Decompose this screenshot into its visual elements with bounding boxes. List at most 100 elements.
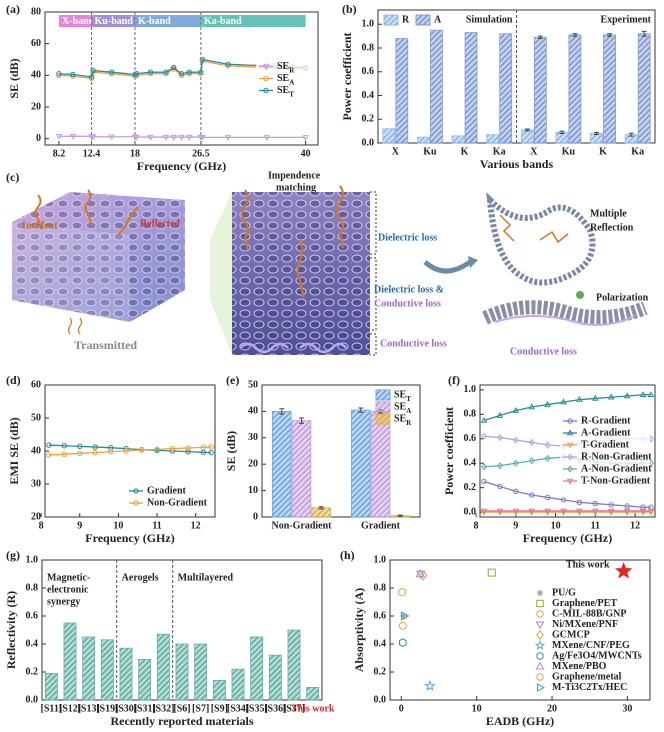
marker bbox=[614, 561, 633, 579]
panel-label: (e) bbox=[226, 373, 239, 387]
bar bbox=[82, 636, 96, 701]
bar bbox=[637, 33, 651, 144]
y-tick-label: 0.0 bbox=[374, 694, 387, 705]
marker bbox=[70, 71, 76, 78]
dipole bbox=[576, 291, 584, 299]
marker bbox=[88, 74, 95, 80]
marker bbox=[512, 459, 519, 467]
panel-label: (h) bbox=[340, 548, 355, 562]
legend-subscript: R bbox=[289, 66, 295, 74]
panel-label: (a) bbox=[6, 2, 20, 16]
x-tick-label: 12.4 bbox=[83, 148, 101, 159]
bar bbox=[451, 135, 465, 144]
marker bbox=[544, 508, 551, 515]
marker bbox=[169, 445, 176, 452]
band-label: K-band bbox=[138, 16, 171, 27]
x-tick-label: 10 bbox=[113, 520, 123, 531]
legend-bg bbox=[560, 413, 650, 489]
y-tick-label: 1.0 bbox=[464, 384, 477, 395]
marker bbox=[185, 445, 191, 451]
marker bbox=[90, 67, 96, 74]
marker bbox=[481, 463, 487, 471]
marker bbox=[401, 611, 410, 621]
x-tick-label: 11 bbox=[591, 520, 600, 531]
marker bbox=[56, 72, 62, 79]
bar bbox=[156, 633, 170, 701]
marker bbox=[208, 444, 214, 450]
x-tick-label: 12 bbox=[191, 520, 201, 531]
panel-label: (d) bbox=[6, 373, 21, 387]
bar bbox=[250, 636, 264, 701]
arrow bbox=[423, 259, 472, 274]
marker bbox=[147, 69, 154, 75]
polarization-label: Polarization bbox=[596, 292, 649, 303]
y-tick-label: 30 bbox=[248, 432, 258, 443]
group-label: synergy bbox=[47, 596, 80, 607]
marker bbox=[560, 398, 567, 405]
x-tick-label: X bbox=[530, 146, 538, 157]
series-line bbox=[483, 394, 652, 422]
legend-label: Graphene/PET bbox=[552, 598, 617, 609]
marker bbox=[107, 448, 114, 455]
marker bbox=[398, 621, 407, 630]
legend-subscript: A bbox=[289, 78, 294, 86]
bar bbox=[603, 34, 616, 144]
legend-swatch bbox=[383, 14, 399, 26]
x-tick-label: Ku bbox=[562, 146, 576, 157]
error-bar bbox=[358, 407, 364, 413]
y-tick-label: 0.0 bbox=[464, 506, 477, 517]
y-tick-label: 0.6 bbox=[26, 610, 39, 621]
marker bbox=[480, 416, 488, 423]
panel-label: (g) bbox=[6, 548, 20, 562]
y-tick-label: 0 bbox=[253, 511, 258, 522]
bar bbox=[287, 629, 301, 701]
marker bbox=[263, 75, 269, 82]
bar bbox=[100, 639, 114, 701]
x-tick-label: 9 bbox=[77, 520, 82, 531]
y-tick-label: 0.6 bbox=[374, 610, 387, 621]
x-tick-label: Gradient bbox=[361, 520, 401, 531]
marker bbox=[263, 135, 271, 142]
marker bbox=[536, 599, 544, 608]
bar bbox=[382, 128, 396, 144]
y-tick-label: 0.8 bbox=[374, 582, 387, 593]
marker bbox=[576, 395, 583, 402]
y-tick-label: 0.8 bbox=[464, 409, 477, 420]
legend-label: Non-Gradient bbox=[147, 497, 208, 508]
chart: (h) 0.0 0.2 0.4 0.6 0.8 1.0 0 10 20 30 EADB (GHz) Ab… bbox=[340, 548, 651, 728]
bar bbox=[194, 643, 208, 701]
arrow-head bbox=[468, 256, 478, 268]
marker bbox=[528, 508, 535, 515]
marker bbox=[623, 392, 631, 399]
marker bbox=[528, 438, 535, 447]
marker bbox=[69, 134, 77, 140]
x-tick-label: 20 bbox=[547, 703, 557, 714]
x-tick-label: 11 bbox=[152, 520, 161, 531]
x-tick-label: 8.2 bbox=[53, 148, 66, 159]
error-bar bbox=[594, 132, 600, 135]
x-tick-label: Non-Gradient bbox=[272, 520, 333, 531]
error-bar bbox=[537, 35, 543, 39]
chart: (b)0.00.20.40.60.81.0X Ku K Ka X Ku K KaVarious… bbox=[340, 2, 656, 171]
marker bbox=[647, 391, 655, 398]
impedance-label: matching bbox=[276, 182, 316, 193]
y-tick-label: 40 bbox=[248, 406, 258, 417]
marker bbox=[496, 411, 504, 418]
x-tick-label: [S12] bbox=[59, 703, 81, 714]
legend-label: R bbox=[402, 14, 410, 25]
x-tick-label: 8 bbox=[39, 520, 44, 531]
band-label: Ka-band bbox=[204, 16, 242, 27]
x-tick-label: [S6] bbox=[173, 703, 190, 714]
bar bbox=[520, 129, 534, 144]
marker bbox=[481, 432, 487, 441]
x-axis-label: Various bands bbox=[480, 157, 554, 171]
wave-arrow bbox=[34, 194, 43, 230]
marker bbox=[607, 508, 615, 515]
marker bbox=[225, 61, 231, 67]
x-tick-label: 10 bbox=[551, 520, 561, 531]
chart: (a) 0 20 40 60 80 8.2 12.4 18 26.5 40 Frequency (GH… bbox=[6, 2, 319, 173]
x-axis-label: Frequency (GHz) bbox=[85, 531, 174, 545]
zone-label: Dielectric loss bbox=[378, 232, 437, 243]
wave-arrow bbox=[241, 185, 344, 299]
zone-bracket bbox=[370, 191, 377, 356]
